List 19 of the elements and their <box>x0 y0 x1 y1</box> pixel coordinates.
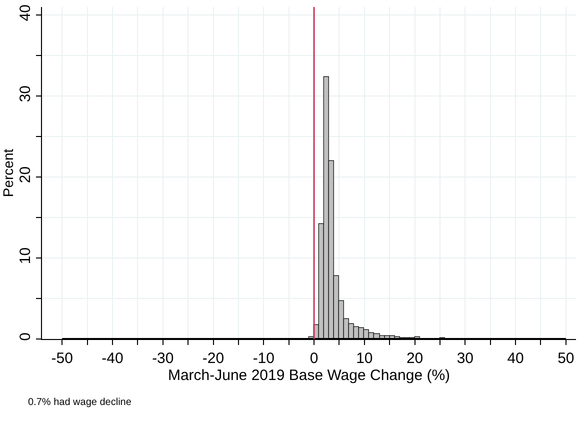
x-tick-label: -40 <box>102 350 124 367</box>
y-tick-label: 0 <box>17 332 34 341</box>
x-tick-label: 30 <box>456 350 474 367</box>
x-tick-label: 0 <box>310 350 318 367</box>
x-tick-label: 40 <box>507 350 524 367</box>
y-tick-label: 30 <box>17 85 34 102</box>
text: 0.7% had wage decline <box>28 397 132 408</box>
x-tick-label: -10 <box>252 350 275 367</box>
x-tick-label: -50 <box>51 350 73 367</box>
x-tick-label: 10 <box>356 350 373 367</box>
y-tick-label: 10 <box>17 247 34 264</box>
x-tick-label: 20 <box>406 350 424 367</box>
y-tick-label: 20 <box>17 166 34 184</box>
y-axis-title: Percent <box>0 148 16 198</box>
y-tick-label: 40 <box>17 4 34 22</box>
x-axis-title: March-June 2019 Base Wage Change (%) <box>168 367 450 384</box>
x-tick-label: -20 <box>202 350 224 367</box>
x-tick-label: 50 <box>558 350 574 367</box>
x-tick-label: -30 <box>152 350 174 367</box>
